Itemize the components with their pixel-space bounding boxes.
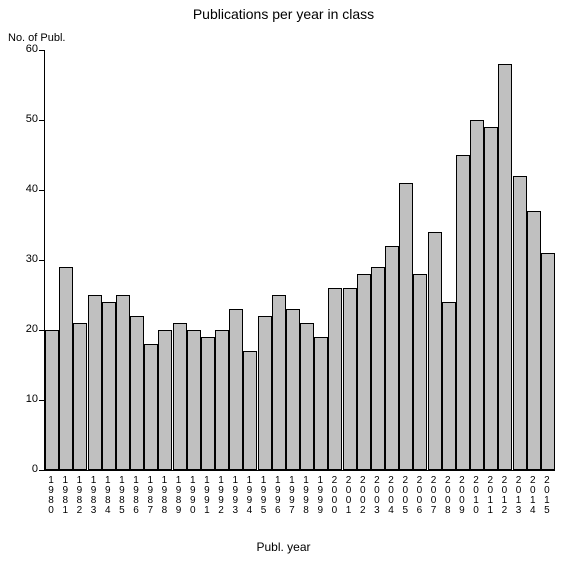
x-tick-label: 1999 <box>314 476 326 516</box>
bar <box>158 330 172 470</box>
y-tick-mark <box>39 260 44 261</box>
y-tick-label: 0 <box>10 463 38 475</box>
x-tick-label: 2014 <box>527 476 539 516</box>
y-tick-label: 20 <box>10 323 38 335</box>
x-tick-label: 1980 <box>45 476 57 516</box>
bar <box>173 323 187 470</box>
bar <box>286 309 300 470</box>
bar <box>215 330 229 470</box>
x-tick-label: 1991 <box>201 476 213 516</box>
y-tick-mark <box>39 120 44 121</box>
x-tick-label: 1994 <box>243 476 255 516</box>
x-tick-label: 1984 <box>102 476 114 516</box>
x-tick-label: 2010 <box>470 476 482 516</box>
bar <box>328 288 342 470</box>
x-tick-label: 1988 <box>158 476 170 516</box>
bar <box>371 267 385 470</box>
x-tick-label: 2006 <box>413 476 425 516</box>
bar <box>59 267 73 470</box>
x-tick-label: 2007 <box>428 476 440 516</box>
x-axis-title: Publ. year <box>0 540 567 554</box>
x-tick-label: 1981 <box>59 476 71 516</box>
bar <box>201 337 215 470</box>
x-tick-label: 1990 <box>187 476 199 516</box>
bar <box>541 253 555 470</box>
bar <box>130 316 144 470</box>
x-tick-label: 2005 <box>399 476 411 516</box>
x-tick-label: 1985 <box>116 476 128 516</box>
bar <box>513 176 527 470</box>
x-tick-label: 2004 <box>385 476 397 516</box>
y-tick-mark <box>39 330 44 331</box>
x-tick-label: 1996 <box>272 476 284 516</box>
x-tick-label: 2012 <box>498 476 510 516</box>
x-tick-label: 1987 <box>144 476 156 516</box>
x-tick-label: 2013 <box>513 476 525 516</box>
y-tick-label: 30 <box>10 253 38 265</box>
bar <box>428 232 442 470</box>
x-tick-label: 2000 <box>328 476 340 516</box>
plot-area <box>44 50 555 471</box>
bar <box>470 120 484 470</box>
x-tick-label: 1993 <box>229 476 241 516</box>
x-tick-label: 2015 <box>541 476 553 516</box>
bar <box>413 274 427 470</box>
x-tick-label: 1986 <box>130 476 142 516</box>
x-tick-label: 2003 <box>371 476 383 516</box>
x-tick-label: 1995 <box>258 476 270 516</box>
x-tick-label: 1983 <box>88 476 100 516</box>
bar <box>243 351 257 470</box>
bar <box>102 302 116 470</box>
bar <box>116 295 130 470</box>
bar <box>73 323 87 470</box>
bar <box>229 309 243 470</box>
y-tick-mark <box>39 190 44 191</box>
bar <box>357 274 371 470</box>
bar <box>258 316 272 470</box>
bar <box>498 64 512 470</box>
bar <box>300 323 314 470</box>
bar <box>187 330 201 470</box>
chart-title: Publications per year in class <box>0 6 567 22</box>
chart-container: Publications per year in class No. of Pu… <box>0 0 567 567</box>
bar <box>45 330 59 470</box>
y-tick-label: 50 <box>10 113 38 125</box>
x-tick-label: 1992 <box>215 476 227 516</box>
y-tick-label: 10 <box>10 393 38 405</box>
bar <box>442 302 456 470</box>
bar <box>272 295 286 470</box>
bar <box>314 337 328 470</box>
x-tick-label: 1989 <box>173 476 185 516</box>
x-tick-label: 2001 <box>343 476 355 516</box>
x-tick-label: 1982 <box>73 476 85 516</box>
y-tick-label: 60 <box>10 43 38 55</box>
x-tick-label: 2009 <box>456 476 468 516</box>
y-tick-mark <box>39 50 44 51</box>
bar <box>399 183 413 470</box>
bar <box>484 127 498 470</box>
x-tick-label: 2008 <box>442 476 454 516</box>
bar <box>88 295 102 470</box>
y-tick-mark <box>39 400 44 401</box>
y-tick-mark <box>39 470 44 471</box>
x-tick-label: 1998 <box>300 476 312 516</box>
x-tick-label: 2002 <box>357 476 369 516</box>
y-tick-label: 40 <box>10 183 38 195</box>
x-tick-label: 1997 <box>286 476 298 516</box>
bar <box>343 288 357 470</box>
bar <box>456 155 470 470</box>
bar <box>144 344 158 470</box>
bar <box>527 211 541 470</box>
x-tick-label: 2011 <box>484 476 496 516</box>
bar <box>385 246 399 470</box>
